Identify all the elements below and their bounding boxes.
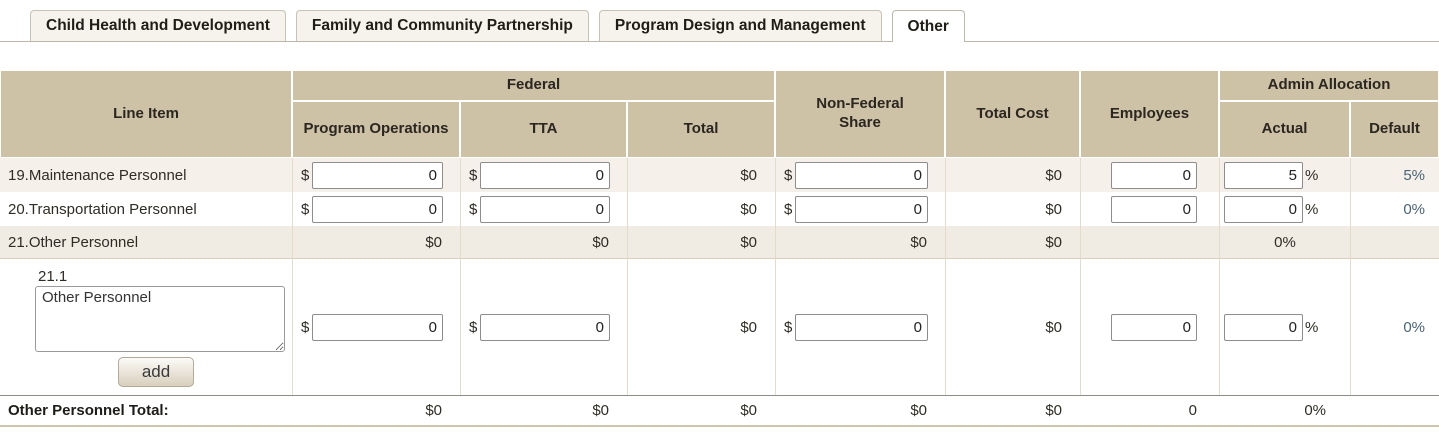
total-employees: 0 xyxy=(1080,395,1219,427)
sub-total-cost: $0 xyxy=(945,259,1080,395)
total-tta: $0 xyxy=(460,395,627,427)
header-federal-total: Total xyxy=(627,101,775,158)
add-button[interactable]: add xyxy=(118,356,194,387)
sub-default-admin[interactable]: 0% xyxy=(1350,259,1439,395)
total-row-label: Other Personnel Total: xyxy=(0,395,292,427)
sub-non-federal-share-input[interactable] xyxy=(795,313,928,341)
total-program-operations: $0 xyxy=(292,395,460,427)
header-actual: Actual xyxy=(1219,101,1350,158)
header-employees: Employees xyxy=(1080,70,1219,158)
total-non-federal-share: $0 xyxy=(775,395,945,427)
tab-other[interactable]: Other xyxy=(891,10,965,42)
tab-family-and-community-partnership[interactable]: Family and Community Partnership xyxy=(295,10,589,41)
other-personnel-default-admin xyxy=(1350,226,1439,259)
total-total-cost: $0 xyxy=(945,395,1080,427)
maintenance-actual-admin-input[interactable] xyxy=(1224,161,1303,189)
currency-symbol: $ xyxy=(301,200,310,218)
sub-employees-input[interactable] xyxy=(1111,313,1197,341)
header-total-cost: Total Cost xyxy=(945,70,1080,158)
other-personnel-non-federal-share: $0 xyxy=(775,226,945,259)
currency-symbol: $ xyxy=(469,166,478,184)
row-21-other-personnel: 21.Other Personnel $0 $0 $0 $0 $0 0% xyxy=(0,226,1439,259)
sub-actual-admin-input[interactable] xyxy=(1224,313,1303,341)
header-program-operations: Program Operations xyxy=(292,101,460,158)
tab-bar: Child Health and Development Family and … xyxy=(0,0,1439,42)
maintenance-employees-input[interactable] xyxy=(1111,161,1197,189)
row-20-transportation-personnel: 20.Transportation Personnel $ $ $0 $ $0 … xyxy=(0,192,1439,226)
transportation-default-admin[interactable]: 0% xyxy=(1350,192,1439,226)
row-21-1-other-personnel-entry: 21.1 Other Personnel add $ $ $0 $ $0 xyxy=(0,259,1439,395)
row-19-maintenance-personnel: 19.Maintenance Personnel $ $ $0 $ $0 % xyxy=(0,158,1439,192)
header-default: Default xyxy=(1350,101,1439,158)
currency-symbol: $ xyxy=(784,200,793,218)
total-default-admin xyxy=(1350,395,1439,427)
percent-symbol: % xyxy=(1305,318,1319,336)
header-non-federal-share: Non-Federal Share xyxy=(775,70,945,158)
other-personnel-employees xyxy=(1080,226,1219,259)
transportation-employees-input[interactable] xyxy=(1111,195,1197,223)
line-item-label: 19.Maintenance Personnel xyxy=(0,158,292,192)
other-personnel-program-operations: $0 xyxy=(292,226,460,259)
sub-row-number: 21.1 xyxy=(38,267,68,285)
sub-program-operations-input[interactable] xyxy=(312,313,443,341)
maintenance-non-federal-share-input[interactable] xyxy=(795,161,928,189)
line-item-label: 20.Transportation Personnel xyxy=(0,192,292,226)
total-actual-admin: 0% xyxy=(1219,395,1350,427)
tab-program-design-and-management[interactable]: Program Design and Management xyxy=(598,10,882,41)
other-personnel-tta: $0 xyxy=(460,226,627,259)
header-admin-allocation: Admin Allocation xyxy=(1219,70,1439,101)
transportation-federal-total: $0 xyxy=(627,192,775,226)
transportation-total-cost: $0 xyxy=(945,192,1080,226)
currency-symbol: $ xyxy=(784,318,793,336)
transportation-non-federal-share-input[interactable] xyxy=(795,195,928,223)
header-federal: Federal xyxy=(292,70,775,101)
total-federal-total: $0 xyxy=(627,395,775,427)
transportation-program-operations-input[interactable] xyxy=(312,195,443,223)
maintenance-default-admin[interactable]: 5% xyxy=(1350,158,1439,192)
currency-symbol: $ xyxy=(469,200,478,218)
transportation-actual-admin-input[interactable] xyxy=(1224,195,1303,223)
currency-symbol: $ xyxy=(301,166,310,184)
other-personnel-total-cost: $0 xyxy=(945,226,1080,259)
currency-symbol: $ xyxy=(784,166,793,184)
other-personnel-total-row: Other Personnel Total: $0 $0 $0 $0 $0 0 … xyxy=(0,395,1439,427)
header-line-item: Line Item xyxy=(0,70,292,158)
currency-symbol: $ xyxy=(301,318,310,336)
percent-symbol: % xyxy=(1305,166,1319,184)
maintenance-federal-total: $0 xyxy=(627,158,775,192)
other-personnel-actual-admin: 0% xyxy=(1219,226,1350,259)
currency-symbol: $ xyxy=(469,318,478,336)
header-tta: TTA xyxy=(460,101,627,158)
sub-federal-total: $0 xyxy=(627,259,775,395)
maintenance-total-cost: $0 xyxy=(945,158,1080,192)
percent-symbol: % xyxy=(1305,200,1319,218)
maintenance-program-operations-input[interactable] xyxy=(312,161,443,189)
sub-tta-input[interactable] xyxy=(480,313,610,341)
transportation-tta-input[interactable] xyxy=(480,195,610,223)
tab-child-health-and-development[interactable]: Child Health and Development xyxy=(30,10,286,41)
maintenance-tta-input[interactable] xyxy=(480,161,610,189)
line-item-label: 21.Other Personnel xyxy=(0,226,292,259)
budget-table: Line Item Federal Non-Federal Share Tota… xyxy=(0,70,1439,427)
other-personnel-federal-total: $0 xyxy=(627,226,775,259)
other-personnel-description-textarea[interactable]: Other Personnel xyxy=(35,285,285,352)
